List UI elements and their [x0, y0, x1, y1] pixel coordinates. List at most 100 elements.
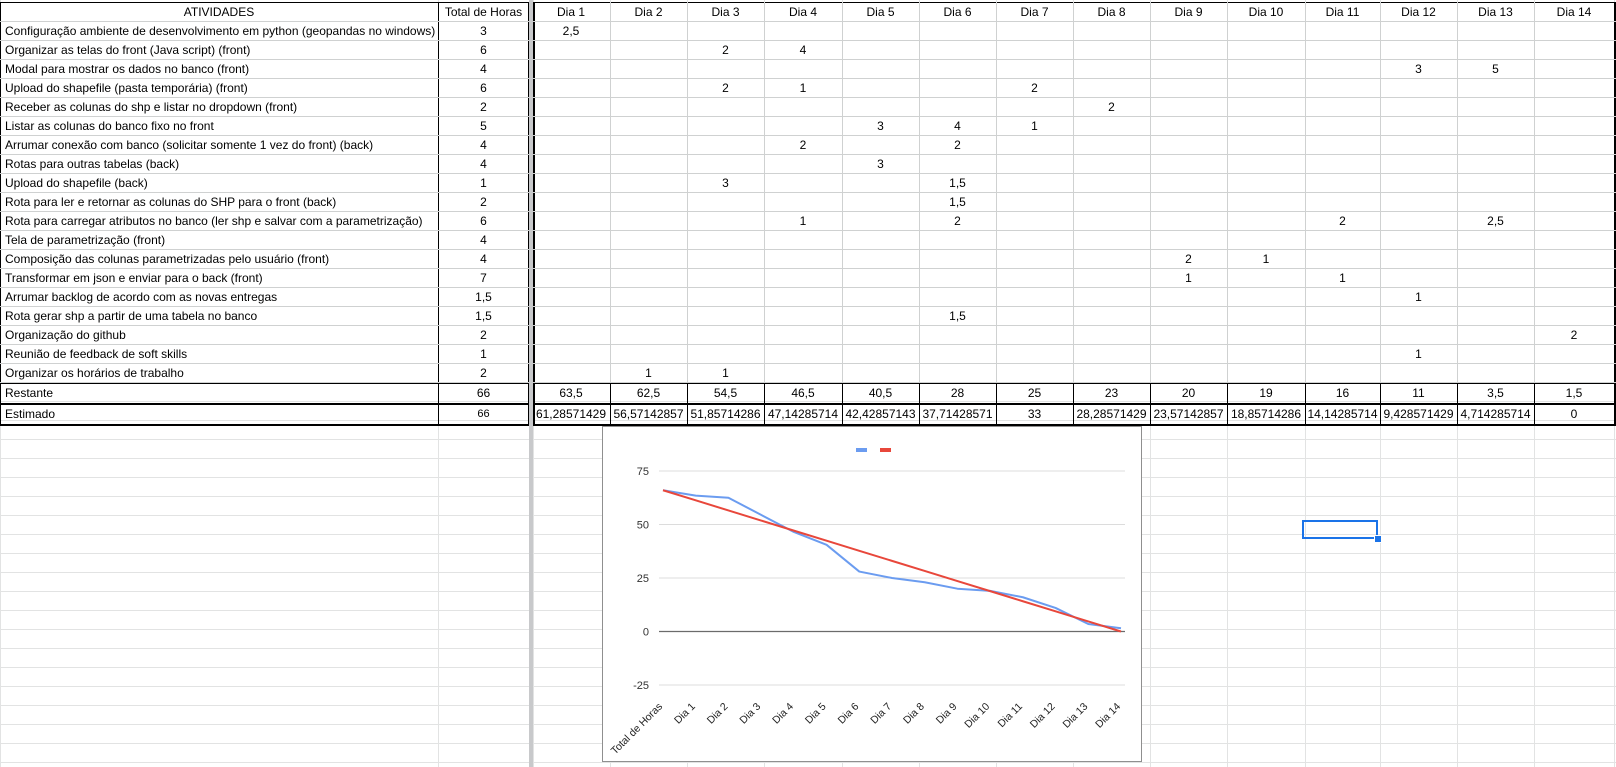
day-hours-cell[interactable] — [1534, 287, 1614, 306]
activity-cell[interactable]: Transformar em json e enviar para o back… — [5, 270, 263, 285]
day-hours-cell[interactable]: 1,5 — [949, 194, 966, 209]
day-hours-cell[interactable] — [996, 135, 1073, 154]
day-hours-cell[interactable] — [532, 249, 610, 268]
day-hours-cell[interactable] — [1380, 116, 1457, 135]
day-hours-cell[interactable] — [1305, 306, 1380, 325]
day-hours-cell[interactable] — [1534, 135, 1614, 154]
day-hours-cell[interactable] — [1380, 363, 1457, 382]
day-hours-cell[interactable]: 1 — [1339, 270, 1346, 285]
day-hours-cell[interactable] — [996, 268, 1073, 287]
day-hours-cell[interactable]: 1 — [799, 213, 807, 228]
header-day[interactable]: Dia 2 — [634, 4, 663, 19]
day-hours-cell[interactable] — [996, 306, 1073, 325]
estimated-day-cell[interactable]: 23,57142857 — [1153, 406, 1224, 421]
day-hours-cell[interactable] — [1227, 173, 1305, 192]
day-hours-cell[interactable] — [1150, 211, 1227, 230]
day-hours-cell[interactable] — [687, 21, 764, 40]
day-hours-cell[interactable] — [1073, 40, 1150, 59]
day-hours-cell[interactable] — [687, 192, 764, 211]
day-hours-cell[interactable] — [1380, 40, 1457, 59]
day-hours-cell[interactable] — [1305, 325, 1380, 344]
day-hours-cell[interactable] — [610, 306, 687, 325]
day-hours-cell[interactable] — [1150, 135, 1227, 154]
day-hours-cell[interactable] — [687, 59, 764, 78]
day-hours-cell[interactable] — [1534, 59, 1614, 78]
day-hours-cell[interactable] — [1073, 21, 1150, 40]
day-hours-cell[interactable] — [996, 173, 1073, 192]
day-hours-cell[interactable] — [919, 40, 996, 59]
day-hours-cell[interactable] — [532, 135, 610, 154]
day-hours-cell[interactable] — [1150, 78, 1227, 97]
day-hours-cell[interactable] — [1457, 192, 1534, 211]
day-hours-cell[interactable] — [764, 268, 842, 287]
day-hours-cell[interactable] — [842, 173, 919, 192]
day-hours-cell[interactable] — [1380, 21, 1457, 40]
estimated-day-cell[interactable]: 9,428571429 — [1383, 406, 1454, 421]
total-hours-cell[interactable]: 4 — [480, 137, 487, 152]
activity-cell[interactable]: Listar as colunas do banco fixo no front — [5, 118, 214, 133]
day-hours-cell[interactable] — [764, 154, 842, 173]
estimated-day-cell[interactable]: 0 — [1570, 406, 1578, 421]
day-hours-cell[interactable] — [919, 325, 996, 344]
total-hours-cell[interactable]: 2 — [480, 327, 487, 342]
day-hours-cell[interactable] — [996, 230, 1073, 249]
remaining-day-cell[interactable]: 11 — [1412, 385, 1425, 400]
estimated-total[interactable]: 66 — [477, 407, 490, 420]
day-hours-cell[interactable]: 2 — [1339, 213, 1346, 228]
header-day[interactable]: Dia 3 — [711, 4, 740, 19]
day-hours-cell[interactable] — [1534, 344, 1614, 363]
header-activities[interactable]: ATIVIDADES — [183, 4, 255, 19]
day-hours-cell[interactable] — [532, 306, 610, 325]
total-hours-cell[interactable]: 3 — [480, 23, 487, 38]
day-hours-cell[interactable]: 2 — [954, 213, 961, 228]
day-hours-cell[interactable] — [1073, 363, 1150, 382]
activity-cell[interactable]: Organizar as telas do front (Java script… — [5, 42, 251, 57]
day-hours-cell[interactable]: 2,5 — [1487, 213, 1504, 228]
day-hours-cell[interactable] — [1150, 344, 1227, 363]
day-hours-cell[interactable] — [1457, 268, 1534, 287]
activity-cell[interactable]: Rota gerar shp a partir de uma tabela no… — [5, 308, 258, 323]
day-hours-cell[interactable] — [842, 306, 919, 325]
day-hours-cell[interactable]: 3 — [722, 175, 729, 190]
day-hours-cell[interactable] — [1534, 154, 1614, 173]
day-hours-cell[interactable] — [1305, 363, 1380, 382]
day-hours-cell[interactable] — [1534, 192, 1614, 211]
header-total-hours[interactable]: Total de Horas — [444, 4, 523, 19]
day-hours-cell[interactable] — [532, 287, 610, 306]
day-hours-cell[interactable] — [687, 268, 764, 287]
day-hours-cell[interactable] — [610, 268, 687, 287]
day-hours-cell[interactable] — [919, 363, 996, 382]
day-hours-cell[interactable] — [764, 249, 842, 268]
day-hours-cell[interactable] — [687, 287, 764, 306]
remaining-day-cell[interactable]: 16 — [1335, 385, 1350, 400]
day-hours-cell[interactable] — [842, 78, 919, 97]
total-hours-cell[interactable]: 7 — [480, 270, 487, 285]
activity-cell[interactable]: Modal para mostrar os dados no banco (fr… — [5, 61, 250, 76]
day-hours-cell[interactable] — [610, 344, 687, 363]
day-hours-cell[interactable] — [687, 211, 764, 230]
day-hours-cell[interactable] — [1227, 59, 1305, 78]
estimated-label[interactable]: Estimado — [5, 406, 56, 421]
day-hours-cell[interactable] — [1534, 78, 1614, 97]
activity-cell[interactable]: Tela de parametrização (front) — [5, 232, 166, 247]
frozen-column-divider[interactable] — [529, 0, 533, 767]
day-hours-cell[interactable] — [996, 249, 1073, 268]
day-hours-cell[interactable] — [1380, 325, 1457, 344]
day-hours-cell[interactable] — [1380, 173, 1457, 192]
day-hours-cell[interactable] — [764, 192, 842, 211]
day-hours-cell[interactable] — [1150, 40, 1227, 59]
day-hours-cell[interactable] — [996, 97, 1073, 116]
day-hours-cell[interactable]: 2 — [722, 80, 729, 95]
day-hours-cell[interactable] — [1150, 230, 1227, 249]
day-hours-cell[interactable] — [687, 249, 764, 268]
day-hours-cell[interactable] — [1150, 325, 1227, 344]
day-hours-cell[interactable] — [1227, 116, 1305, 135]
day-hours-cell[interactable]: 1 — [1031, 118, 1038, 133]
activity-cell[interactable]: Composição das colunas parametrizadas pe… — [5, 251, 330, 266]
day-hours-cell[interactable] — [532, 97, 610, 116]
day-hours-cell[interactable] — [919, 21, 996, 40]
day-hours-cell[interactable] — [532, 59, 610, 78]
header-day[interactable]: Dia 4 — [788, 4, 817, 19]
day-hours-cell[interactable] — [842, 59, 919, 78]
day-hours-cell[interactable] — [1227, 268, 1305, 287]
